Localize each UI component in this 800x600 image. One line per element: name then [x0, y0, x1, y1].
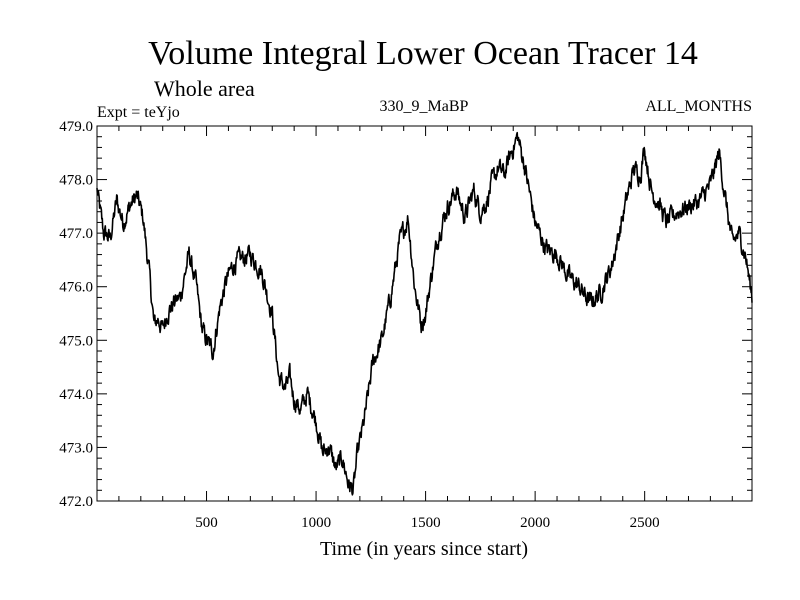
x-axis-label: Time (in years since start) — [320, 538, 528, 560]
y-tick-label: 477.0 — [59, 226, 93, 242]
y-tick-label: 476.0 — [59, 280, 93, 296]
y-tick-label: 478.0 — [59, 173, 93, 189]
x-tick-label: 500 — [195, 515, 218, 531]
x-axis-tick-labels: 500 1000 1500 2000 2500 — [195, 515, 659, 531]
x-tick-label: 1000 — [301, 515, 331, 531]
y-tick-label: 474.0 — [59, 387, 93, 403]
y-tick-label: 475.0 — [59, 333, 93, 349]
y-tick-label: 472.0 — [59, 494, 93, 510]
y-tick-label: 473.0 — [59, 440, 93, 456]
y-tick-label: 479.0 — [59, 119, 93, 135]
period-label: 330_9_MaBP — [380, 98, 469, 115]
months-label: ALL_MONTHS — [645, 98, 752, 115]
x-tick-label: 1500 — [411, 515, 441, 531]
plot-frame — [96, 125, 753, 502]
axis-ticks — [97, 125, 752, 502]
experiment-label: Expt = teYjo — [97, 104, 180, 121]
x-tick-label: 2500 — [630, 515, 660, 531]
y-axis-tick-labels: 472.0 473.0 474.0 475.0 476.0 477.0 478.0 479.0 — [59, 119, 93, 510]
chart-subtitle: Whole area — [154, 76, 255, 101]
chart-title: Volume Integral Lower Ocean Tracer 14 — [148, 35, 698, 72]
x-tick-label: 2000 — [520, 515, 550, 531]
series-line — [96, 131, 753, 496]
